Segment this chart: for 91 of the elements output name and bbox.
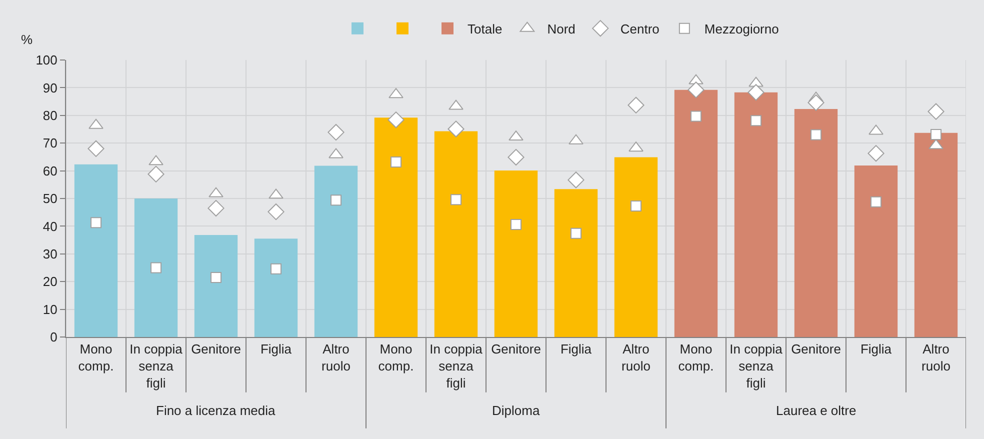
point — [810, 129, 822, 140]
point — [388, 88, 404, 98]
y-tick-label: 70 — [42, 136, 58, 151]
point — [208, 187, 224, 198]
point — [150, 262, 162, 274]
bar — [854, 166, 898, 337]
point — [868, 145, 884, 162]
bar — [74, 164, 118, 337]
y-tick-label: 20 — [42, 274, 58, 290]
y-tick-label: 100 — [36, 52, 58, 68]
bar — [794, 109, 838, 337]
point — [328, 124, 344, 141]
point — [268, 204, 284, 220]
y-tick-label: 90 — [42, 80, 58, 96]
x-tick-label: Figlia — [560, 342, 592, 357]
bar — [314, 166, 358, 337]
x-tick-label: Mono comp. — [378, 342, 414, 374]
point — [808, 94, 824, 111]
point — [390, 156, 402, 168]
x-tick-label: Mono comp. — [678, 342, 714, 374]
x-tick-label: Altro ruolo — [322, 342, 350, 374]
point — [270, 263, 282, 274]
point — [628, 142, 644, 152]
point — [330, 194, 342, 206]
x-tick-label: Altro ruolo — [922, 342, 950, 374]
point — [90, 217, 102, 228]
y-tick-label: 30 — [42, 246, 58, 262]
y-tick-label: 40 — [42, 218, 58, 234]
point — [448, 120, 464, 138]
text: Fino a licenza media — [156, 403, 276, 418]
point — [148, 166, 164, 182]
point — [88, 140, 104, 157]
point — [748, 84, 764, 101]
legend-label: Mezzogiorno — [704, 21, 779, 36]
x-tick-label: Altro ruolo — [622, 342, 650, 374]
point — [568, 172, 584, 188]
x-tick-label: Figlia — [260, 342, 292, 357]
y-tick-label: 0 — [50, 330, 58, 345]
bar — [554, 189, 598, 337]
x-tick-label: In coppia senza figli — [730, 342, 784, 390]
point — [388, 112, 404, 128]
point — [88, 118, 104, 129]
bar — [914, 132, 958, 337]
x-tick-label: In coppia senza figli — [430, 342, 484, 390]
x-tick-label: Genitore — [191, 342, 241, 357]
point — [210, 272, 222, 283]
point — [508, 130, 524, 141]
x-tick-label: Genitore — [791, 342, 841, 357]
x-tick-label: In coppia senza figli — [130, 342, 184, 390]
point — [570, 228, 582, 239]
legend-label: Centro — [620, 21, 660, 36]
bar — [434, 131, 478, 337]
legend-label: Totale — [468, 21, 502, 36]
bar — [674, 90, 718, 337]
y-tick-label: 50 — [42, 191, 58, 206]
point — [450, 194, 462, 206]
point — [448, 100, 464, 110]
bar — [494, 170, 538, 337]
y-tick-label: 10 — [42, 302, 58, 317]
bar — [254, 238, 298, 337]
point — [630, 200, 642, 212]
x-tick-label: Figlia — [860, 342, 892, 357]
legend-label: Nord — [547, 21, 576, 36]
text: Diploma — [492, 403, 540, 418]
bar — [374, 118, 418, 337]
x-tick-label: Mono comp. — [78, 342, 114, 374]
point — [930, 129, 942, 140]
x-tick-label: Genitore — [491, 342, 541, 357]
y-axis-title: % — [21, 32, 33, 47]
point — [750, 115, 762, 126]
bar — [614, 157, 658, 337]
point — [328, 148, 344, 158]
bar — [134, 198, 178, 337]
point — [628, 96, 644, 114]
point — [868, 124, 884, 135]
bar — [734, 92, 778, 337]
point — [568, 134, 584, 144]
bar — [194, 235, 238, 337]
point — [208, 200, 224, 216]
point — [688, 82, 704, 98]
point — [508, 148, 524, 166]
point — [268, 188, 284, 199]
point — [148, 155, 164, 166]
y-tick-label: 80 — [42, 108, 58, 123]
point — [870, 196, 882, 208]
point — [928, 139, 944, 150]
point — [928, 103, 944, 120]
y-tick-label: 60 — [42, 163, 58, 178]
text: Laurea e oltre — [776, 403, 856, 418]
point — [690, 110, 702, 122]
point — [510, 219, 522, 230]
